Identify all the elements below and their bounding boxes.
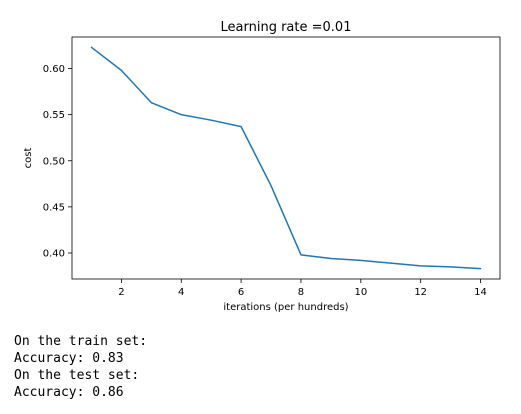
- train-set-heading: On the train set:: [14, 334, 148, 349]
- plot-area: 2 4 6 8 10 12 14 0.40 0.45 0.50 0.55 0.60: [43, 36, 501, 298]
- x-tick-label: 10: [354, 287, 367, 298]
- x-axis-label: iterations (per hundreds): [223, 302, 348, 313]
- test-accuracy: Accuracy: 0.86: [14, 385, 124, 400]
- series-line-0: [90, 46, 482, 270]
- x-tick-label: 12: [414, 287, 427, 298]
- cell-output: On the train set: Accuracy: 0.83 On the …: [14, 333, 147, 401]
- chart-title: Learning rate =0.01: [221, 20, 352, 35]
- y-tick-label: 0.45: [43, 202, 65, 213]
- x-tick-label: 6: [238, 287, 244, 298]
- x-tick-label: 8: [298, 287, 304, 298]
- axes-frame: [71, 36, 501, 280]
- y-tick-label: 0.60: [43, 64, 65, 75]
- y-tick-label: 0.50: [43, 156, 65, 167]
- x-tick-label: 14: [474, 287, 487, 298]
- x-tick-label: 2: [118, 287, 124, 298]
- cost-chart: Learning rate =0.01 iterations (per hund…: [23, 20, 501, 313]
- train-accuracy: Accuracy: 0.83: [14, 351, 124, 366]
- x-tick-label: 4: [178, 287, 184, 298]
- y-tick-label: 0.40: [43, 248, 65, 259]
- y-axis-label: cost: [23, 148, 34, 169]
- test-set-heading: On the test set:: [14, 368, 140, 383]
- y-tick-label: 0.55: [43, 110, 65, 121]
